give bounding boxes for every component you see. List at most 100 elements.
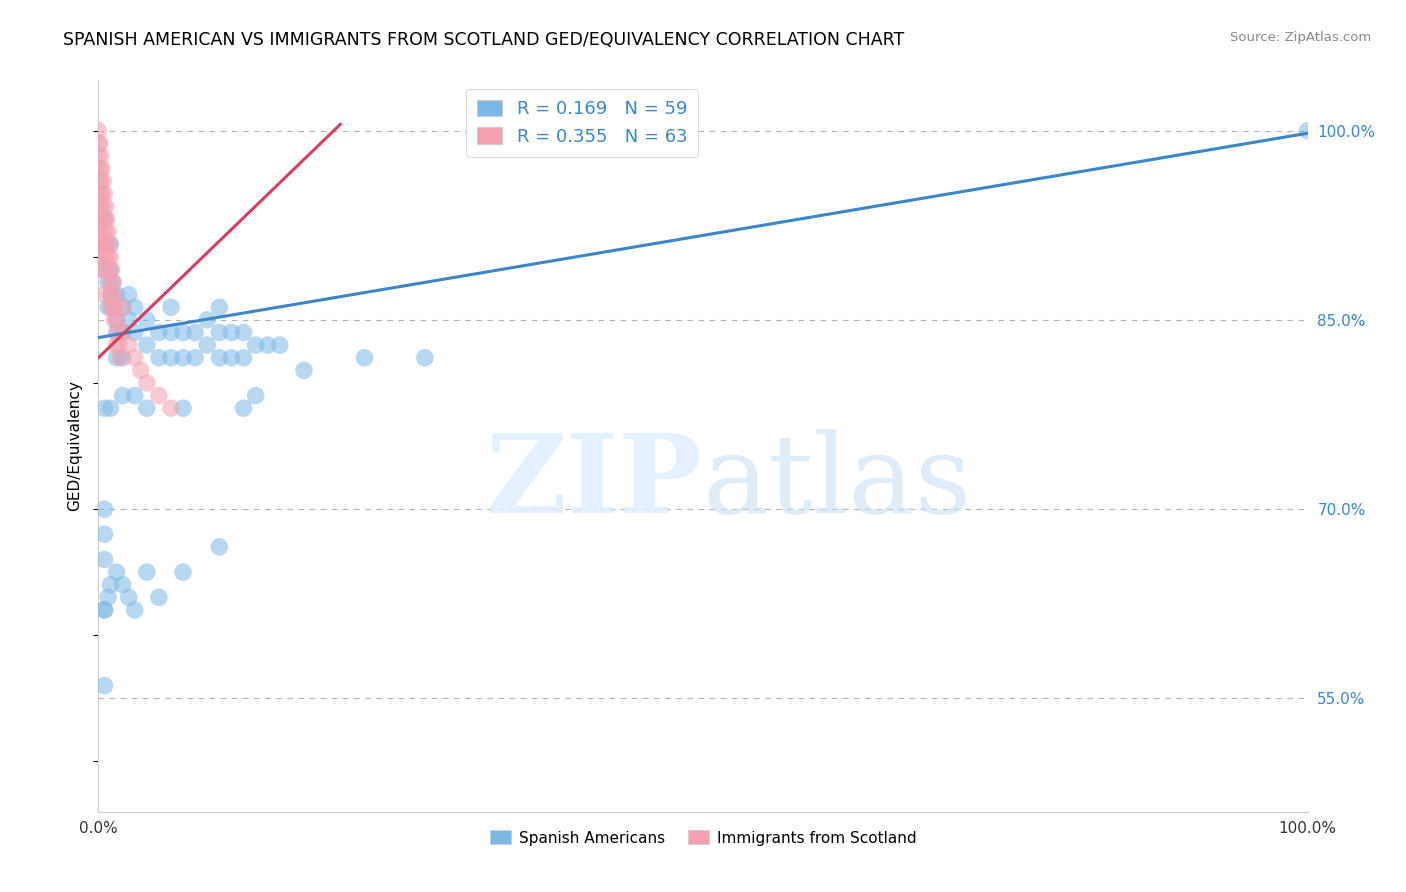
Point xyxy=(124,326,146,340)
Point xyxy=(101,275,124,289)
Point xyxy=(232,326,254,340)
Point xyxy=(105,313,128,327)
Point xyxy=(94,250,117,264)
Point xyxy=(93,262,115,277)
Point xyxy=(96,212,118,227)
Point xyxy=(93,502,115,516)
Point xyxy=(160,351,183,365)
Point xyxy=(91,199,114,213)
Point xyxy=(96,237,118,252)
Point xyxy=(94,225,117,239)
Point xyxy=(93,401,115,416)
Point xyxy=(90,199,112,213)
Point xyxy=(97,300,120,314)
Point xyxy=(101,300,124,314)
Point xyxy=(93,603,115,617)
Text: SPANISH AMERICAN VS IMMIGRANTS FROM SCOTLAND GED/EQUIVALENCY CORRELATION CHART: SPANISH AMERICAN VS IMMIGRANTS FROM SCOT… xyxy=(63,31,904,49)
Point xyxy=(245,338,267,352)
Point xyxy=(353,351,375,365)
Point xyxy=(172,401,194,416)
Point xyxy=(118,313,141,327)
Point xyxy=(87,124,110,138)
Point xyxy=(97,591,120,605)
Point xyxy=(100,300,122,314)
Point xyxy=(221,351,243,365)
Point xyxy=(105,565,128,579)
Point xyxy=(87,186,110,201)
Point xyxy=(103,313,125,327)
Point xyxy=(172,326,194,340)
Point xyxy=(269,338,291,352)
Point xyxy=(100,262,122,277)
Point xyxy=(111,326,134,340)
Point xyxy=(208,540,231,554)
Point xyxy=(90,149,112,163)
Point xyxy=(89,186,111,201)
Point xyxy=(97,250,120,264)
Point xyxy=(107,326,129,340)
Point xyxy=(91,225,114,239)
Point xyxy=(93,527,115,541)
Point xyxy=(93,552,115,566)
Point xyxy=(148,388,170,402)
Point xyxy=(232,351,254,365)
Point xyxy=(100,578,122,592)
Point xyxy=(111,388,134,402)
Point xyxy=(118,287,141,301)
Point xyxy=(108,351,131,365)
Point xyxy=(195,313,218,327)
Point xyxy=(148,351,170,365)
Point xyxy=(111,300,134,314)
Point xyxy=(91,237,114,252)
Point xyxy=(111,326,134,340)
Point xyxy=(184,326,207,340)
Point xyxy=(101,275,124,289)
Point xyxy=(135,401,157,416)
Point xyxy=(89,161,111,176)
Point xyxy=(148,326,170,340)
Point xyxy=(87,225,110,239)
Point xyxy=(105,287,128,301)
Point xyxy=(104,300,127,314)
Point xyxy=(93,212,115,227)
Point xyxy=(232,401,254,416)
Legend: Spanish Americans, Immigrants from Scotland: Spanish Americans, Immigrants from Scotl… xyxy=(484,824,922,852)
Text: ZIP: ZIP xyxy=(486,429,703,536)
Point xyxy=(97,225,120,239)
Point xyxy=(292,363,315,377)
Point xyxy=(129,363,152,377)
Point xyxy=(100,401,122,416)
Point xyxy=(93,287,115,301)
Y-axis label: GED/Equivalency: GED/Equivalency xyxy=(67,381,83,511)
Point xyxy=(221,326,243,340)
Point xyxy=(94,199,117,213)
Point xyxy=(100,287,122,301)
Point xyxy=(413,351,436,365)
Point xyxy=(160,300,183,314)
Point xyxy=(97,275,120,289)
Point xyxy=(93,262,115,277)
Point xyxy=(98,237,121,252)
Point xyxy=(100,262,122,277)
Point xyxy=(100,287,122,301)
Point xyxy=(195,338,218,352)
Point xyxy=(135,565,157,579)
Point xyxy=(100,237,122,252)
Point xyxy=(87,136,110,151)
Point xyxy=(101,300,124,314)
Point xyxy=(256,338,278,352)
Point xyxy=(91,174,114,188)
Point xyxy=(111,578,134,592)
Point xyxy=(105,351,128,365)
Text: atlas: atlas xyxy=(703,429,973,536)
Point xyxy=(93,679,115,693)
Point xyxy=(118,338,141,352)
Point xyxy=(93,237,115,252)
Point xyxy=(87,149,110,163)
Point xyxy=(208,300,231,314)
Point xyxy=(87,250,110,264)
Point xyxy=(245,388,267,402)
Point xyxy=(111,300,134,314)
Point xyxy=(135,376,157,390)
Point xyxy=(93,186,115,201)
